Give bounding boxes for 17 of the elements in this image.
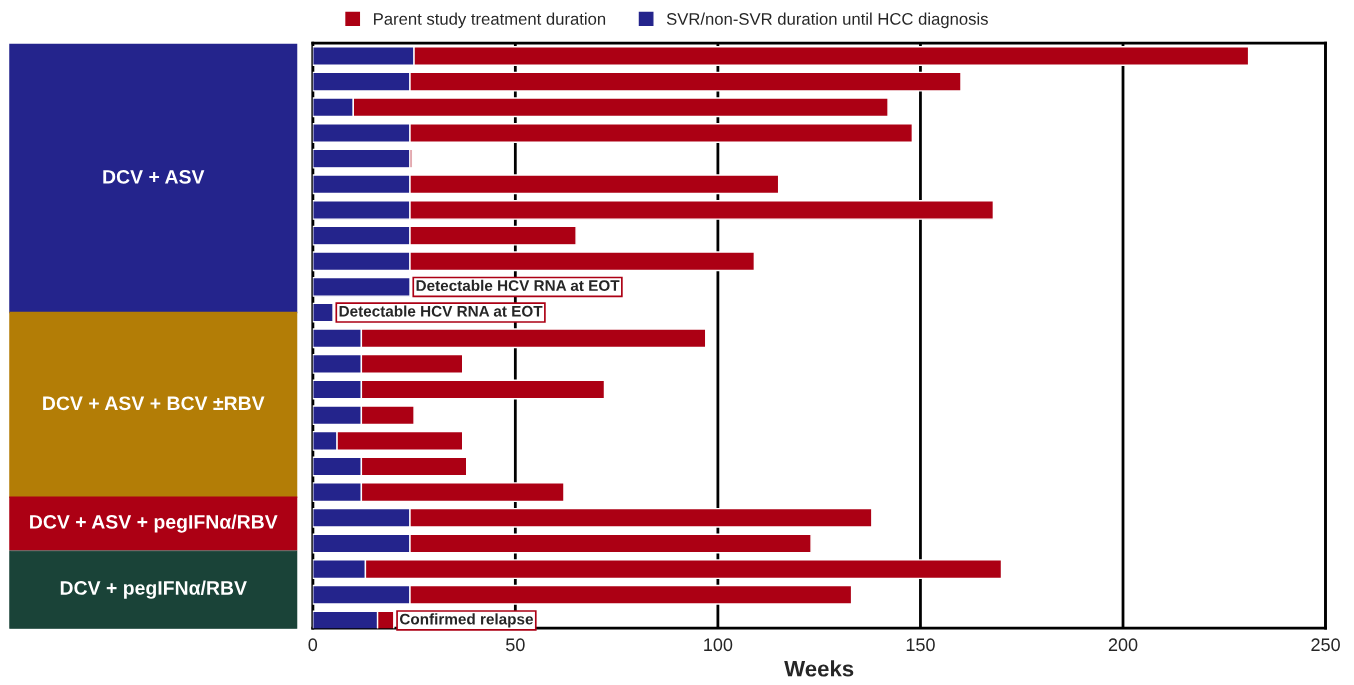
x-tick-label: 250	[1311, 638, 1340, 652]
legend-label: Parent study treatment duration	[374, 12, 606, 29]
text: DCV + ASV + pegIFNα/RBV	[30, 514, 278, 533]
bar	[312, 148, 411, 169]
legend-label: SVR/non-SVR duration until HCC diagnosis	[666, 12, 988, 29]
data-label: Detectable HCV RNA at EOT	[416, 279, 620, 291]
data-label: Confirmed relapse	[399, 613, 533, 628]
x-tick-label: 0	[308, 638, 318, 652]
text: DCV + pegIFNα/RBV	[60, 580, 247, 599]
data-label: Detectable HCV RNA at EOT	[339, 305, 543, 317]
x-tick-label: 150	[906, 638, 935, 652]
x-tick-label: 50	[506, 638, 525, 652]
x-axis-title: Weeks	[784, 660, 854, 677]
x-tick-label: 100	[704, 638, 733, 652]
text: DCV + ASV + BCV ±RBV	[43, 396, 265, 411]
x-tick-label: 200	[1108, 638, 1138, 652]
text: DCV + ASV	[103, 169, 205, 184]
